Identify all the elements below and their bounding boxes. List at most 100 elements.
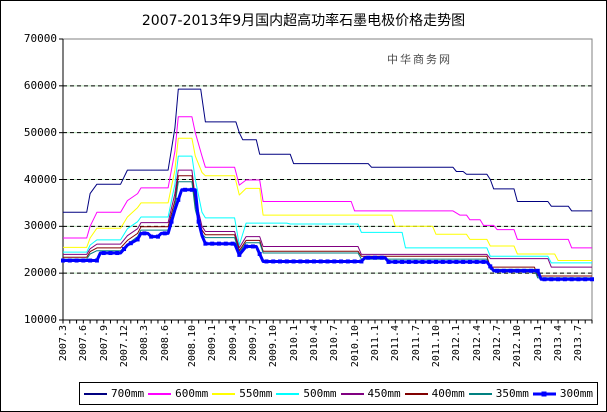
watermark-text: 中华商务网	[387, 53, 452, 66]
x-axis-label: 2011.1	[369, 325, 381, 362]
series-marker-300mm	[508, 268, 513, 273]
series-marker-300mm	[427, 259, 432, 264]
series-marker-300mm	[332, 259, 337, 264]
legend-label: 450mm	[367, 386, 401, 400]
series-marker-300mm	[284, 259, 289, 264]
series-marker-300mm	[366, 255, 371, 260]
series-marker-300mm	[440, 259, 445, 264]
series-marker-300mm	[61, 258, 65, 263]
series-marker-300mm	[583, 277, 588, 282]
series-marker-300mm	[149, 234, 154, 239]
x-axis-label: 2009.10	[268, 325, 280, 368]
x-axis-label: 2012.4	[471, 325, 483, 362]
series-marker-300mm	[562, 277, 567, 282]
legend-line-swatch	[84, 389, 107, 398]
series-marker-300mm	[515, 268, 520, 273]
series-marker-300mm	[122, 247, 127, 252]
series-marker-300mm	[223, 241, 228, 246]
y-axis-label: 10000	[23, 313, 57, 326]
series-marker-300mm	[196, 219, 201, 224]
x-axis-label: 2013.7	[573, 325, 585, 362]
series-marker-300mm	[230, 241, 235, 246]
series-marker-300mm	[74, 258, 79, 263]
series-marker-300mm	[278, 259, 283, 264]
series-marker-300mm	[447, 259, 452, 264]
series-marker-300mm	[576, 277, 581, 282]
legend-item-350mm: 350mm	[468, 387, 529, 400]
legend-box: 700mm 600mm 550mm 500mm 450mm 400mm 350mm 300mm	[79, 382, 598, 405]
series-marker-300mm	[386, 259, 391, 264]
legend-item-550mm: 550mm	[212, 387, 272, 400]
legend-line-swatch	[404, 389, 428, 398]
y-axis-label: 60000	[23, 78, 57, 92]
series-marker-300mm	[569, 277, 574, 282]
series-marker-300mm	[379, 255, 384, 260]
series-line-700mm	[63, 88, 592, 213]
series-marker-300mm	[189, 187, 194, 192]
series-marker-300mm	[115, 251, 120, 256]
series-marker-300mm	[216, 241, 221, 246]
legend-line-swatch	[340, 389, 364, 398]
series-marker-300mm	[203, 241, 208, 246]
series-marker-300mm	[495, 268, 500, 273]
series-marker-300mm	[169, 219, 174, 224]
series-marker-300mm	[339, 259, 344, 264]
series-marker-300mm	[359, 259, 364, 264]
series-marker-300mm	[210, 241, 215, 246]
series-line-600mm	[63, 116, 592, 249]
x-axis-label: 2009.7	[247, 325, 259, 362]
legend-label: 600mm	[175, 386, 209, 400]
y-axis-label: 70000	[23, 32, 57, 45]
series-line-500mm	[63, 155, 592, 264]
x-axis-label: 2010.1	[288, 325, 300, 362]
x-axis-label: 2008.3	[139, 325, 151, 362]
series-marker-300mm	[81, 258, 86, 263]
legend-label: 700mm	[111, 386, 145, 400]
x-axis-label: 2013.4	[553, 325, 565, 362]
legend-marker	[541, 391, 547, 396]
x-axis-label: 2008.6	[159, 325, 171, 362]
series-marker-300mm	[183, 187, 188, 192]
x-axis-label: 2008.10	[186, 325, 198, 368]
series-marker-300mm	[237, 252, 242, 257]
series-marker-300mm	[474, 259, 479, 264]
series-marker-300mm	[101, 251, 106, 256]
x-axis-label: 2007.9	[98, 325, 110, 362]
legend-line-swatch	[212, 389, 236, 398]
series-marker-300mm	[535, 268, 540, 273]
series-marker-300mm	[325, 259, 330, 264]
series-marker-300mm	[291, 259, 296, 264]
series-marker-300mm	[135, 237, 140, 242]
x-axis-label: 2007.12	[119, 325, 131, 368]
series-marker-300mm	[271, 259, 276, 264]
series-line-450mm	[63, 169, 592, 268]
x-axis-label: 2010.7	[329, 325, 341, 362]
series-marker-300mm	[528, 268, 533, 273]
legend-item-400mm: 400mm	[404, 387, 465, 400]
x-axis-label: 2010.10	[349, 325, 361, 368]
series-marker-300mm	[461, 259, 466, 264]
series-marker-300mm	[352, 259, 357, 264]
x-axis-label: 2010.4	[308, 325, 320, 362]
series-marker-300mm	[142, 231, 147, 236]
series-marker-300mm	[501, 268, 506, 273]
x-axis-label: 2009.1	[207, 325, 219, 362]
chart-title: 2007-2013年9月国内超高功率石墨电极价格走势图	[141, 13, 466, 29]
y-axis-label: 40000	[23, 172, 57, 186]
legend-line-swatch	[148, 389, 172, 398]
series-marker-300mm	[67, 258, 72, 263]
series-marker-300mm	[488, 264, 493, 269]
series-marker-300mm	[542, 277, 547, 282]
legend-item-450mm: 450mm	[340, 386, 401, 400]
series-line-550mm	[63, 137, 592, 261]
series-marker-300mm	[372, 255, 377, 260]
series-marker-300mm	[94, 258, 99, 263]
series-marker-300mm	[400, 259, 405, 264]
series-marker-300mm	[420, 259, 425, 264]
legend-label: 500mm	[303, 386, 337, 400]
series-marker-300mm	[393, 259, 398, 264]
x-axis-label: 2009.4	[227, 325, 239, 362]
series-marker-300mm	[413, 259, 418, 264]
x-axis-label: 2011.10	[431, 325, 442, 368]
